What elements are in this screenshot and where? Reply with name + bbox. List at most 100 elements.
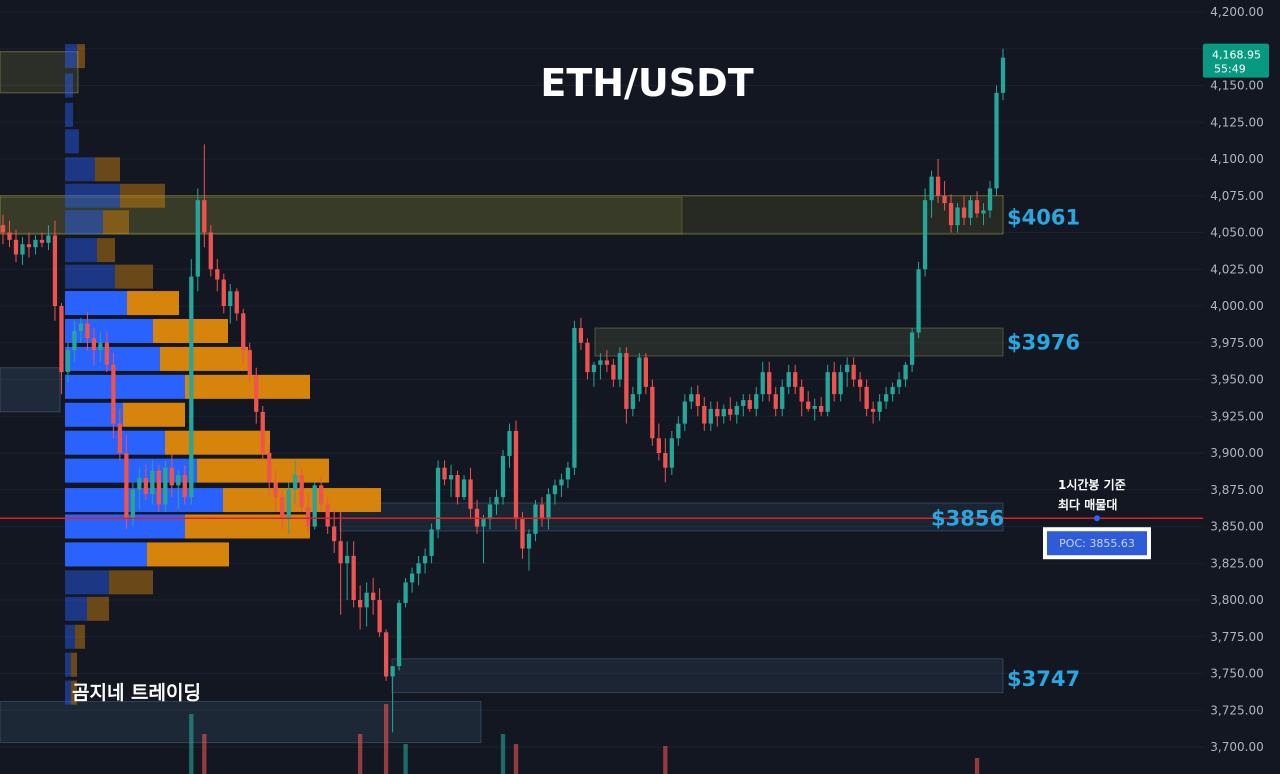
candle-body-23	[150, 470, 155, 495]
profile-buy-6	[65, 210, 103, 235]
candle-body-22	[143, 477, 148, 495]
candle-body-1	[7, 232, 12, 240]
candle-body-132	[858, 379, 863, 387]
candle-body-106	[689, 394, 694, 402]
candle-body-70	[455, 475, 460, 498]
candle-body-75	[487, 504, 493, 520]
candle-body-57	[370, 592, 376, 600]
candle-body-0	[0, 225, 6, 233]
profile-sell-7	[97, 238, 115, 263]
candle-body-5	[33, 239, 38, 248]
profile-buy-0	[65, 44, 77, 69]
candle-body-11	[72, 330, 77, 351]
volume-bar-29	[189, 714, 194, 774]
profile-sell-18	[147, 542, 229, 567]
profile-buy-19	[65, 570, 109, 595]
profile-sell-11	[160, 346, 248, 371]
candle-body-31	[202, 200, 207, 233]
price-axis[interactable]: 4,200.004,175.004,150.004,125.004,100.00…	[1210, 5, 1263, 754]
level-label-3747: $3747	[1007, 667, 1080, 691]
profile-sell-6	[103, 210, 129, 235]
candle-body-109	[708, 408, 713, 424]
candle-body-27	[176, 475, 181, 486]
candle-body-69	[448, 475, 454, 480]
price-tick-label-17: 3,775.00	[1210, 630, 1263, 644]
candle-body-118	[767, 372, 772, 395]
candle-body-36	[234, 291, 239, 314]
candle-body-42	[273, 482, 278, 498]
candle-body-84	[546, 494, 551, 520]
candle-body-141	[916, 269, 921, 333]
profile-buy-18	[65, 542, 147, 567]
candle-body-72	[468, 479, 473, 509]
candle-body-149	[968, 200, 973, 218]
candle-body-136	[883, 394, 889, 402]
candle-body-58	[377, 600, 382, 633]
candle-body-105	[682, 401, 687, 424]
candle-body-33	[215, 269, 220, 280]
candle-body-76	[494, 497, 499, 505]
candle-body-114	[741, 400, 746, 406]
candle-body-154	[1000, 57, 1006, 93]
price-tick-label-3: 4,125.00	[1210, 115, 1263, 129]
candle-body-26	[169, 467, 174, 486]
candle-body-86	[559, 479, 564, 486]
candle-body-21	[137, 477, 142, 490]
candle-body-80	[520, 519, 525, 549]
candle-body-53	[345, 555, 350, 564]
price-tick-label-14: 3,850.00	[1210, 520, 1263, 534]
candle-body-50	[325, 504, 330, 527]
candle-body-40	[260, 411, 265, 453]
candle-body-77	[500, 455, 506, 498]
candle-body-65	[422, 555, 428, 564]
candle-body-30	[195, 200, 200, 277]
candle-body-108	[702, 405, 707, 424]
profile-sell-5	[120, 183, 165, 208]
zone-6	[391, 658, 1004, 694]
candle-body-56	[364, 592, 369, 608]
candle-body-131	[851, 364, 856, 380]
poc-marker	[1094, 515, 1100, 522]
candle-body-119	[773, 394, 778, 409]
price-tick-label-13: 3,875.00	[1210, 483, 1263, 497]
candle-body-43	[280, 497, 285, 520]
profile-sell-22	[71, 652, 77, 677]
candle-body-142	[922, 200, 928, 270]
candle-body-139	[903, 364, 908, 380]
candle-body-97	[630, 394, 636, 409]
candle-body-82	[533, 504, 538, 534]
volume-bar-62	[403, 744, 408, 774]
candle-body-145	[942, 195, 947, 204]
candle-body-147	[955, 207, 960, 226]
chart-title: ETH/USDT	[540, 61, 753, 105]
volume-bar-79	[513, 744, 519, 774]
candle-body-152	[987, 188, 993, 211]
candle-body-127	[825, 372, 830, 412]
profile-sell-4	[95, 157, 120, 182]
profile-buy-3	[65, 129, 79, 154]
candle-body-121	[786, 372, 791, 387]
candle-body-120	[780, 386, 785, 409]
candle-body-125	[812, 405, 817, 409]
candle-body-68	[442, 467, 447, 480]
profile-buy-15	[65, 458, 197, 483]
candle-body-150	[974, 200, 980, 214]
poc-tag[interactable]: POC: 3855.63	[1043, 527, 1151, 560]
candle-body-104	[676, 423, 681, 439]
candle-body-46	[299, 475, 304, 508]
candle-body-96	[624, 353, 629, 409]
candle-body-39	[254, 375, 259, 412]
candle-body-9	[59, 306, 64, 373]
candle-body-10	[65, 350, 71, 373]
candle-body-18	[117, 423, 123, 453]
candle-body-2	[13, 239, 19, 255]
candle-body-101	[656, 438, 661, 453]
candle-body-148	[961, 207, 967, 218]
candle-body-51	[332, 526, 337, 542]
candle-body-24	[156, 470, 161, 505]
poc-tag-fill	[1047, 531, 1147, 556]
price-tick-label-5: 4,075.00	[1210, 189, 1263, 203]
candle-body-133	[864, 386, 869, 409]
